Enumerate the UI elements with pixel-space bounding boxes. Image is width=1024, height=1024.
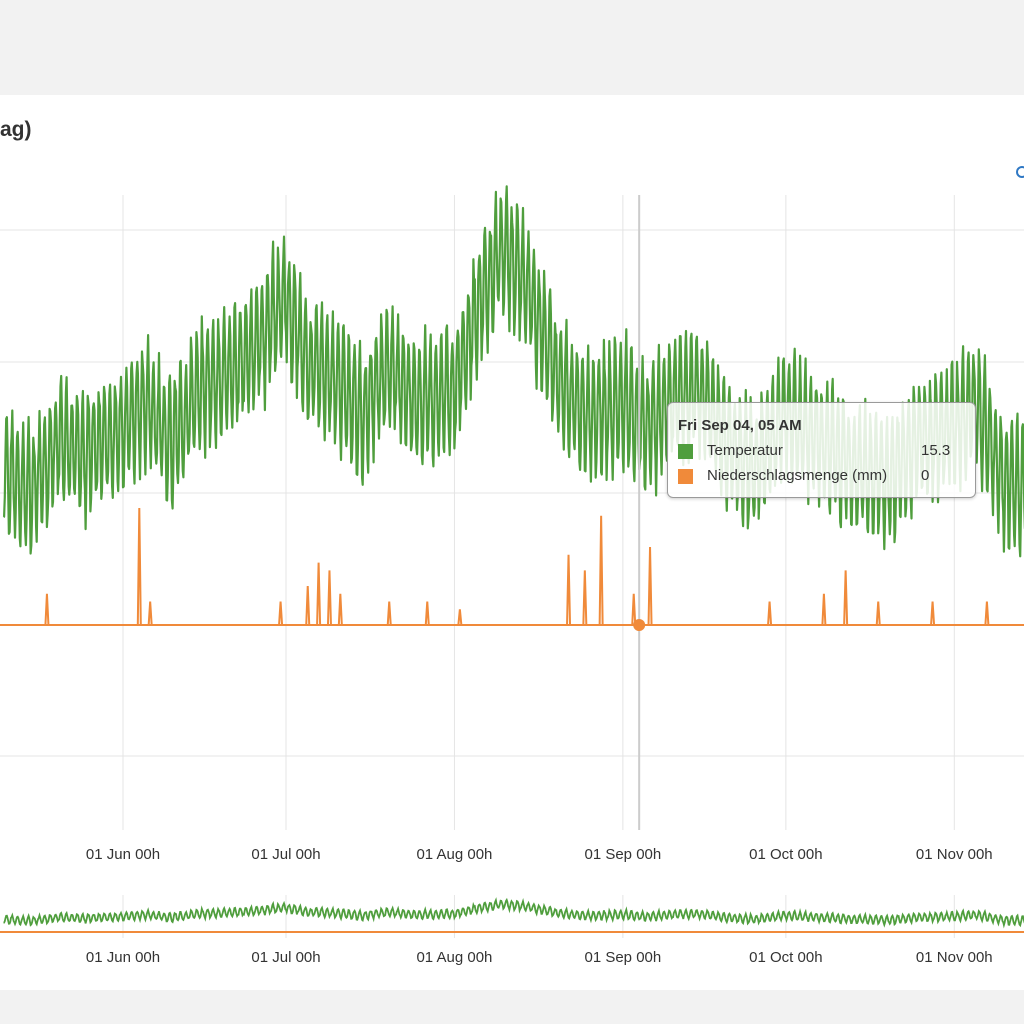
navigator-tick-label: 01 Jun 00h [86, 949, 160, 966]
x-tick-label: 01 Jul 00h [251, 846, 320, 863]
tooltip-row-value: 15.3 [921, 442, 951, 459]
navigator-tick-label: 01 Aug 00h [416, 949, 492, 966]
precipitation-swatch [678, 469, 693, 484]
precipitation-spike [647, 546, 653, 626]
chart-title: ag) [0, 118, 32, 141]
x-tick-label: 01 Sep 00h [584, 846, 661, 863]
x-tick-label: 01 Jun 00h [86, 846, 160, 863]
temperature-series-line [2, 185, 1024, 558]
precipitation-spike [44, 593, 50, 626]
precipitation-spike [316, 562, 322, 626]
tooltip-row-value: 0 [921, 467, 930, 484]
temperature-swatch [678, 444, 693, 459]
precipitation-spike [337, 593, 343, 626]
precipitation-spike [984, 601, 990, 626]
precipitation-spike [767, 601, 773, 626]
tooltip-row-name: Niederschlagsmenge (mm) [707, 467, 888, 484]
chart-tooltip: Fri Sep 04, 05 AM Temperatur 15.3 Nieder… [667, 402, 976, 498]
precipitation-spike [582, 570, 588, 626]
precipitation-spike [147, 601, 153, 626]
x-tick-label: 01 Aug 00h [416, 846, 492, 863]
precipitation-spike [875, 601, 881, 626]
x-tick-label: 01 Oct 00h [749, 846, 822, 863]
precipitation-spike [631, 593, 637, 626]
tooltip-row-name: Temperatur [707, 442, 783, 459]
hover-marker [633, 619, 646, 631]
tooltip-title: Fri Sep 04, 05 AM [678, 417, 802, 434]
precipitation-spike [386, 601, 392, 626]
precipitation-spike [566, 554, 572, 626]
navigator-tick-label: 01 Nov 00h [916, 949, 993, 966]
tooltip-row-precipitation: Niederschlagsmenge (mm) 0 [678, 467, 968, 487]
precipitation-spike [457, 609, 463, 626]
x-tick-label: 01 Nov 00h [916, 846, 993, 863]
navigator-tick-label: 01 Oct 00h [749, 949, 822, 966]
precipitation-spike [136, 507, 142, 626]
precipitation-spike [843, 570, 849, 626]
settings-icon[interactable] [1016, 166, 1024, 178]
tooltip-row-temperature: Temperatur 15.3 [678, 442, 968, 462]
navigator-temperature-line [3, 897, 1024, 929]
precipitation-spike [821, 593, 827, 626]
precipitation-spike [278, 601, 284, 626]
precipitation-spike [598, 515, 604, 626]
navigator-tick-label: 01 Jul 00h [251, 949, 320, 966]
navigator-tick-label: 01 Sep 00h [584, 949, 661, 966]
precipitation-spike [305, 585, 311, 626]
precipitation-spike [930, 601, 936, 626]
precipitation-spike [326, 570, 332, 626]
precipitation-spike [424, 601, 430, 626]
